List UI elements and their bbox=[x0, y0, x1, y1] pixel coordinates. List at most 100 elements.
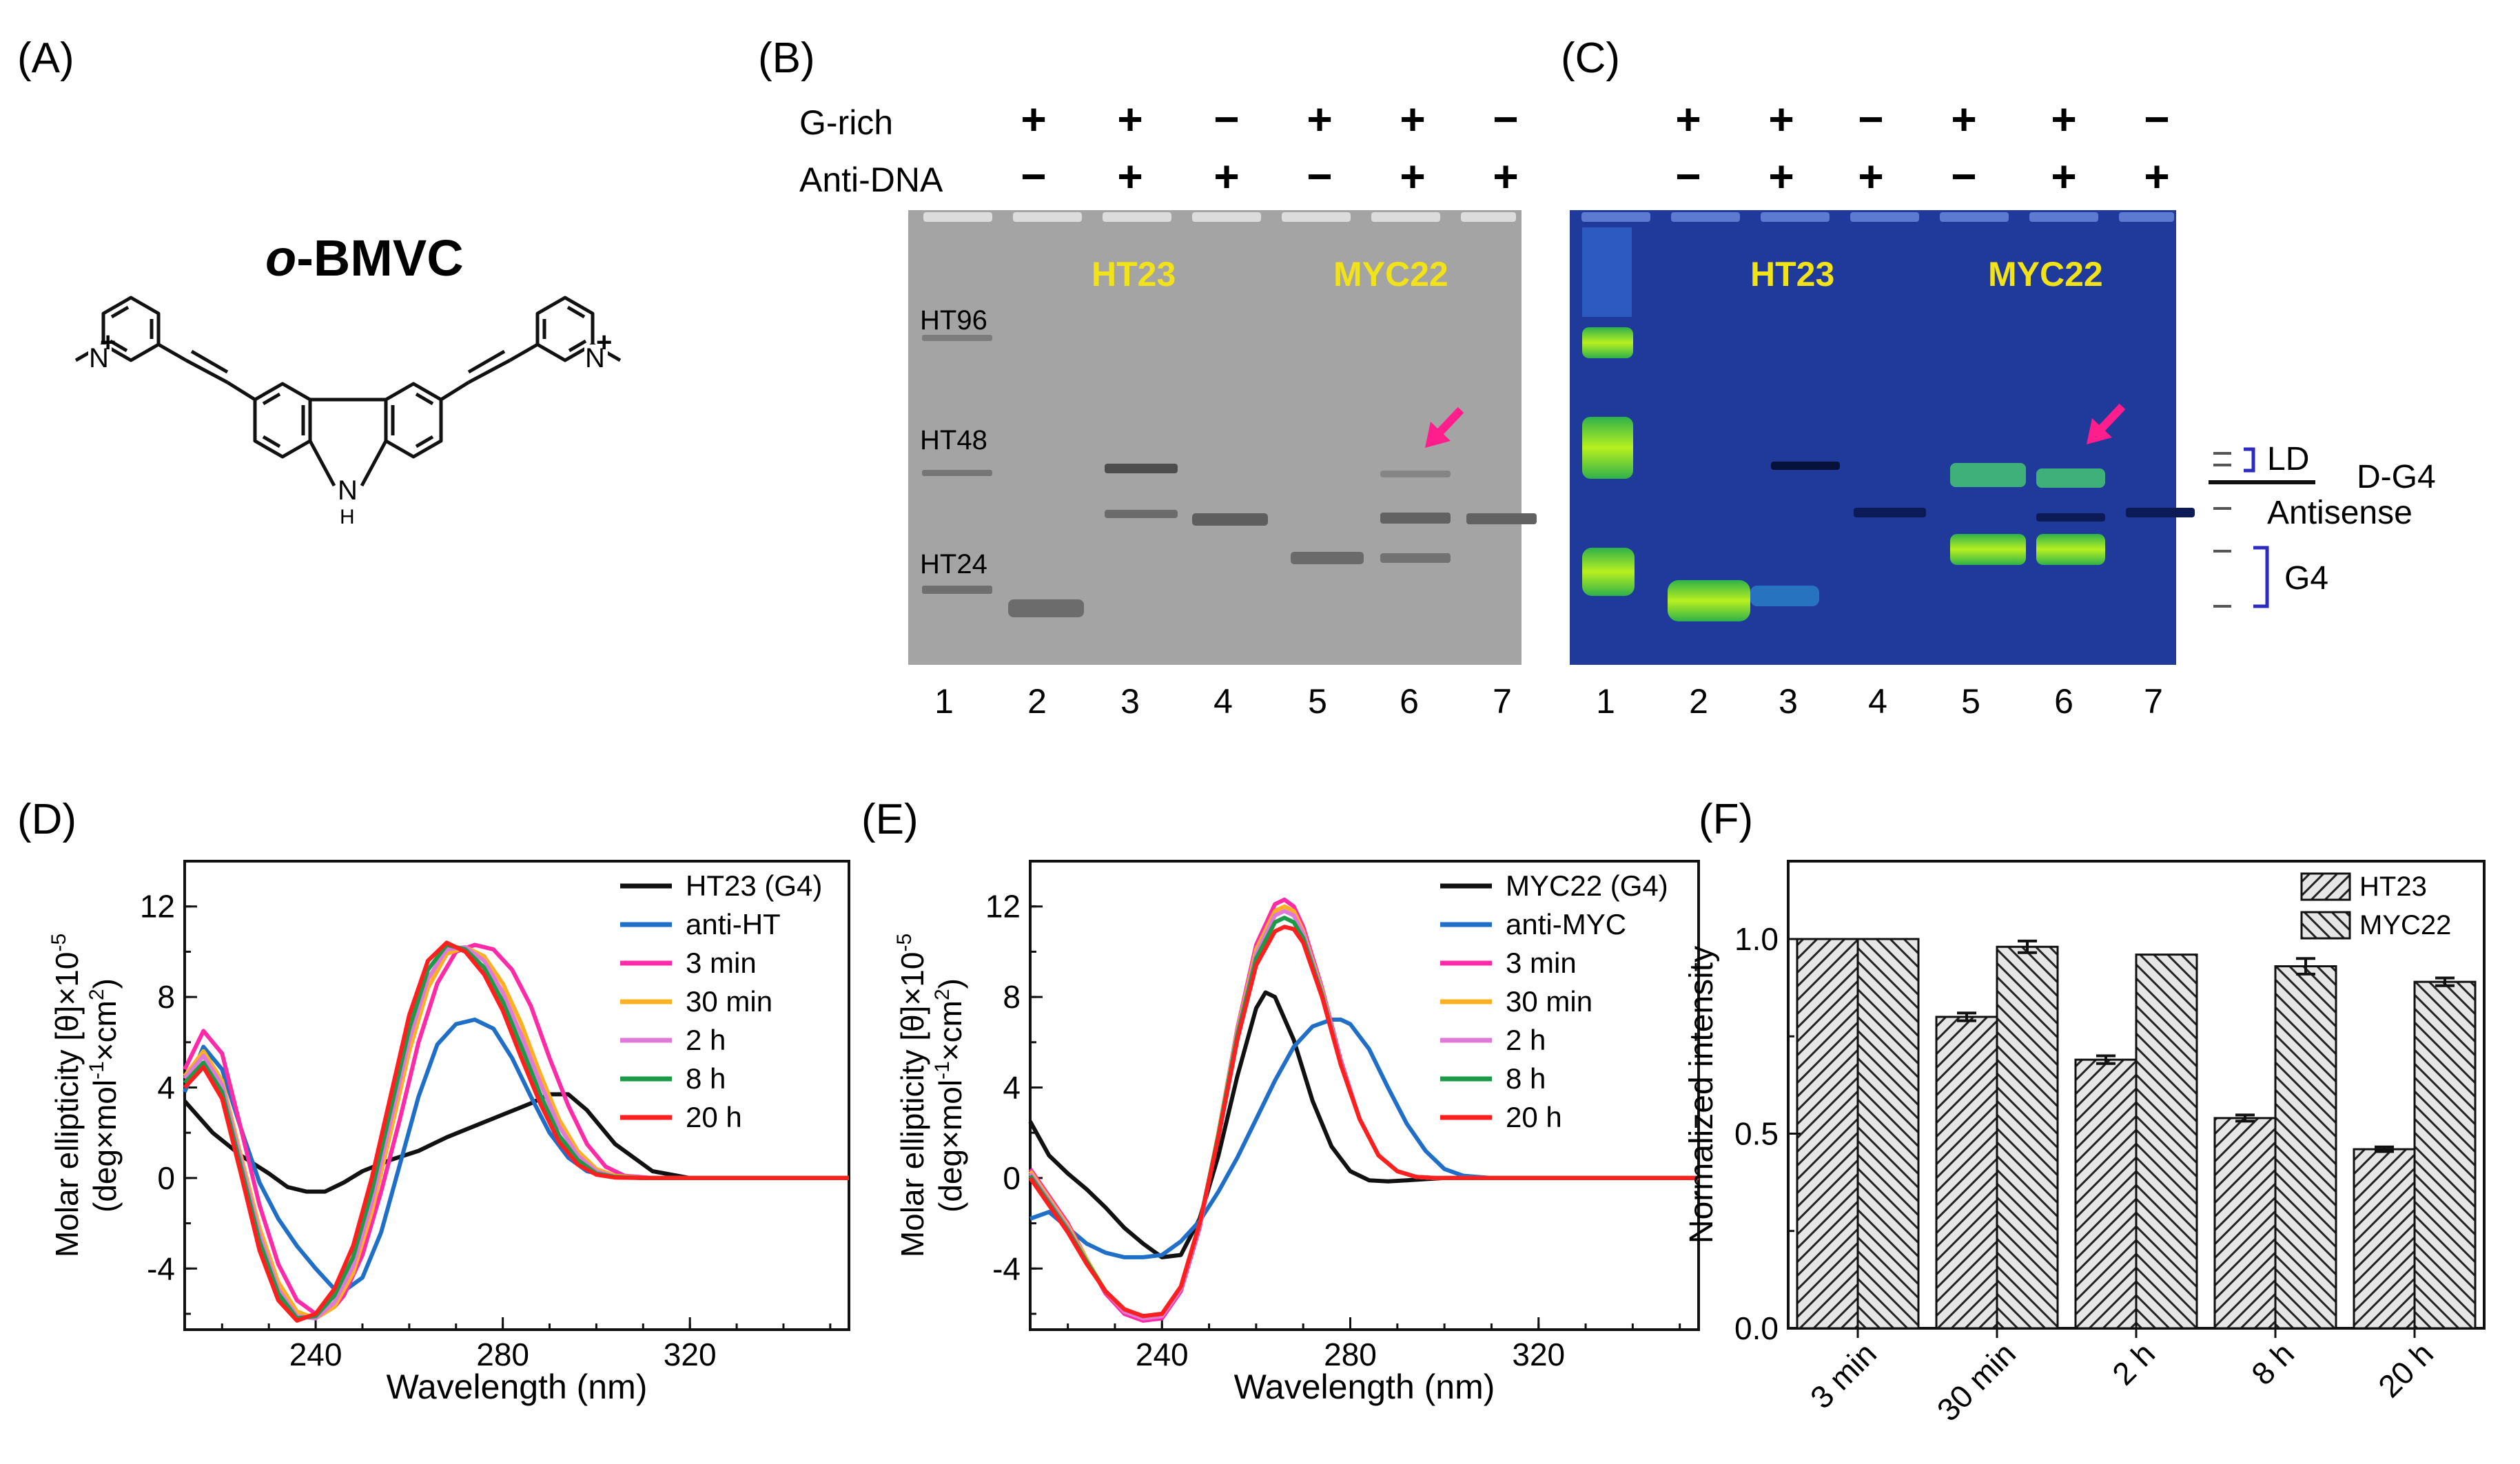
antisense-label: Antisense bbox=[2267, 495, 2413, 531]
legend-label: 3 min bbox=[686, 947, 757, 979]
gel-b-background bbox=[908, 210, 1522, 665]
x-tick-label: 280 bbox=[476, 1337, 529, 1372]
y-tick-label: -4 bbox=[992, 1250, 1021, 1286]
gel-c-lane-numbers: 1 2 3 4 5 6 7 bbox=[1596, 682, 2163, 721]
chart-f: 3 min 30 min 2 h 8 h 20 h 0.0 0.5 1.0 Normalized… bbox=[1683, 860, 2486, 1428]
legend-swatch bbox=[2300, 911, 2351, 940]
anti-dna-sign: − bbox=[1021, 152, 1046, 201]
g-rich-sign: + bbox=[1400, 94, 1425, 144]
y-tick-label: 0 bbox=[157, 1160, 175, 1196]
bar bbox=[2074, 1058, 2138, 1330]
lane-number: 5 bbox=[1961, 682, 1980, 721]
y-tick-label: 0 bbox=[1003, 1160, 1021, 1196]
plot-frame bbox=[1029, 860, 1700, 1331]
panel-a: (A) o-BMVC bbox=[17, 34, 622, 528]
chart-d: 240 280 320 -4 0 4 8 12 HT23 (G4) anti-HT 3 min 30 … bbox=[48, 860, 850, 1406]
hydrogen-nh: H bbox=[340, 506, 355, 528]
x-tick-label: 30 min bbox=[1930, 1335, 2022, 1427]
series-line bbox=[1028, 925, 1699, 1319]
gel-c-label-ht23: HT23 bbox=[1750, 255, 1834, 293]
gel-c-arrow bbox=[2087, 403, 2126, 444]
lane-number: 4 bbox=[1868, 682, 1887, 721]
anti-dna-sign: + bbox=[1858, 152, 1883, 201]
gel-b-bands bbox=[922, 335, 1537, 617]
bar bbox=[1856, 938, 1920, 1330]
structure-atom-labels: N + N + N H bbox=[88, 327, 612, 528]
panel-e-label: (E) bbox=[861, 796, 919, 843]
legend-label: 30 min bbox=[686, 985, 772, 1018]
anti-dna-sign: − bbox=[1951, 152, 1976, 201]
panel-b-label: (B) bbox=[758, 34, 815, 82]
y-axis-label: Normalized intensity bbox=[1683, 946, 1720, 1244]
x-tick-label: 280 bbox=[1324, 1337, 1377, 1372]
g-rich-sign: + bbox=[1021, 94, 1046, 144]
series-line bbox=[1029, 1018, 1699, 1259]
y-tick-label: 1.0 bbox=[1734, 921, 1779, 957]
y-axis-label: Molar ellipticity [θ]×10-5 bbox=[48, 934, 85, 1257]
g4-label: G4 bbox=[2284, 560, 2328, 597]
legend-label: 30 min bbox=[1506, 985, 1592, 1018]
gel-c-bands bbox=[1582, 227, 2195, 621]
y-axis-label-units: (deg×mol-1×cm2) bbox=[931, 978, 968, 1213]
gel-b-lane-numbers: 1 2 3 4 5 6 7 bbox=[934, 682, 1512, 721]
g4-bracket bbox=[2253, 546, 2269, 608]
row-label-g-rich: G-rich bbox=[799, 103, 893, 142]
anti-dna-sign: + bbox=[2144, 152, 2169, 201]
legend-label: 3 min bbox=[1506, 947, 1577, 979]
bar bbox=[1996, 945, 2059, 1330]
gel-b-label-myc22: MYC22 bbox=[1333, 255, 1448, 293]
legend-label: HT23 bbox=[2359, 872, 2427, 902]
anti-dna-sign: + bbox=[1400, 152, 1425, 201]
y-tick-label: 4 bbox=[157, 1070, 175, 1106]
lane-number: 1 bbox=[934, 682, 954, 721]
anti-dna-sign: + bbox=[1213, 152, 1239, 201]
compound-suffix: -BMVC bbox=[296, 229, 464, 287]
dg4-label: D-G4 bbox=[2357, 459, 2436, 495]
y-tick-label: 8 bbox=[157, 979, 175, 1015]
x-tick-label: 320 bbox=[664, 1337, 717, 1372]
panel-b: (B) G-rich Anti-DNA + + − + + − − + + − + + bbox=[758, 34, 1537, 721]
lane-number: 3 bbox=[1120, 682, 1140, 721]
bar bbox=[2413, 980, 2477, 1330]
lane-number: 4 bbox=[1213, 682, 1233, 721]
panel-f: (F) 3 min 30 min 2 h 8 h 20 h 0.0 0.5 1.0 Normal… bbox=[1683, 796, 2486, 1428]
x-tick-label: 3 min bbox=[1803, 1335, 1883, 1415]
legend-label: 20 h bbox=[686, 1101, 742, 1133]
nitrogen-right: N bbox=[585, 343, 605, 373]
bar bbox=[1796, 938, 1859, 1330]
ld-bracket bbox=[2244, 447, 2255, 473]
y-axis-label: Molar ellipticity [θ]×10-5 bbox=[893, 934, 930, 1257]
panel-e: (E) 240 280 320 -4 0 4 8 12 MYC22 (G4) anti-MYC 3 … bbox=[861, 796, 1700, 1406]
y-tick-label: 0.0 bbox=[1734, 1310, 1779, 1346]
bar bbox=[2274, 965, 2337, 1330]
lane-number: 7 bbox=[2144, 682, 2163, 721]
g-rich-sign: − bbox=[2144, 94, 2169, 144]
anti-dna-sign: + bbox=[1493, 152, 1518, 201]
lane-number: 3 bbox=[1779, 682, 1798, 721]
legend-label: 2 h bbox=[686, 1024, 726, 1056]
g-rich-sign: + bbox=[1951, 94, 1976, 144]
legend-label: 2 h bbox=[1506, 1024, 1546, 1056]
anti-dna-sign: + bbox=[2051, 152, 2076, 201]
gel-c-band-annotations: LD D-G4 Antisense G4 bbox=[2209, 441, 2436, 608]
y-tick-label: 8 bbox=[1003, 979, 1021, 1015]
band-tick-marks bbox=[2213, 452, 2231, 608]
gel-c-wells bbox=[1581, 212, 2174, 222]
panel-f-label: (F) bbox=[1699, 796, 1753, 843]
bar bbox=[2213, 1117, 2277, 1330]
legend-label: 8 h bbox=[1506, 1062, 1546, 1095]
legend-label: 8 h bbox=[686, 1062, 726, 1095]
gel-c-label-myc22: MYC22 bbox=[1988, 255, 2103, 293]
panel-c: (C) + + − + + − − + + − + + bbox=[1561, 34, 2436, 721]
lane-number: 6 bbox=[1400, 682, 1419, 721]
gel-b-label-ht23: HT23 bbox=[1092, 255, 1176, 293]
g-rich-sign: + bbox=[2051, 94, 2076, 144]
lane-number: 7 bbox=[1493, 682, 1512, 721]
plot-frame bbox=[183, 860, 850, 1331]
gel-b-header: G-rich Anti-DNA + + − + + − − + + − + + bbox=[799, 94, 1519, 201]
x-tick-label: 2 h bbox=[2105, 1335, 2162, 1392]
g-rich-sign: + bbox=[1307, 94, 1332, 144]
y-tick-label: 12 bbox=[140, 889, 175, 925]
lane-number: 2 bbox=[1027, 682, 1047, 721]
row-label-anti-dna: Anti-DNA bbox=[799, 161, 943, 199]
